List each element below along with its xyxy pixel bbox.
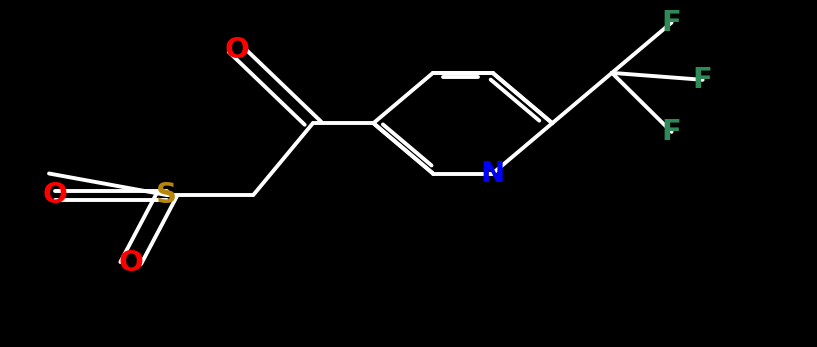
Text: O: O (118, 249, 143, 277)
Text: S: S (156, 181, 177, 209)
Text: N: N (480, 160, 505, 187)
Text: F: F (693, 66, 712, 94)
Text: O: O (42, 181, 67, 209)
Text: O: O (225, 36, 249, 64)
Text: F: F (662, 9, 681, 36)
Text: F: F (662, 118, 681, 146)
